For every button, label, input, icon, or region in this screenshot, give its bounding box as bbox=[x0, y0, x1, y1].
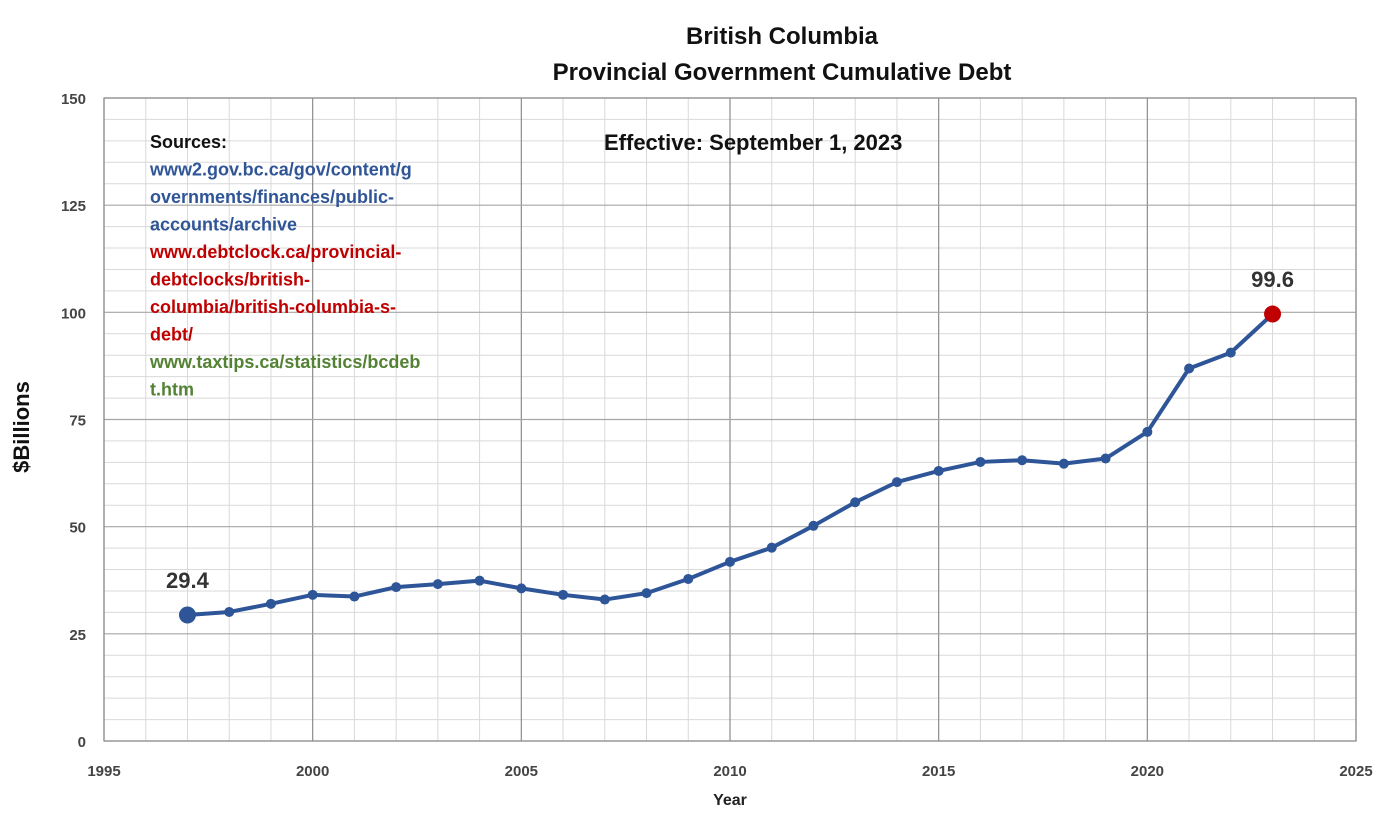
source-link-line: www.debtclock.ca/provincial- bbox=[149, 242, 401, 262]
plot-area-border bbox=[103, 97, 1357, 742]
y-tick-label: 75 bbox=[69, 413, 86, 430]
y-tick-label: 50 bbox=[69, 520, 86, 537]
source-link-line: columbia/british-columbia-s- bbox=[150, 297, 396, 317]
effective-date-annotation: Effective: September 1, 2023 bbox=[604, 130, 902, 155]
first-data-point bbox=[178, 606, 196, 624]
first-point-label: 29.4 bbox=[166, 568, 210, 593]
data-point bbox=[224, 606, 235, 617]
data-point bbox=[1142, 426, 1153, 437]
data-point bbox=[766, 542, 777, 553]
data-point bbox=[683, 573, 694, 584]
data-point bbox=[265, 598, 276, 609]
data-point bbox=[891, 477, 902, 488]
data-point bbox=[641, 588, 652, 599]
x-axis-ticks: 1995 2000 2005 2010 2015 2020 2025 bbox=[87, 763, 1372, 780]
data-point bbox=[850, 497, 861, 508]
data-point bbox=[599, 594, 610, 605]
data-point bbox=[516, 583, 527, 594]
x-axis-title: Year bbox=[713, 792, 747, 809]
data-point bbox=[307, 589, 318, 600]
source-link-line: accounts/archive bbox=[150, 215, 297, 235]
data-point bbox=[1100, 453, 1111, 464]
x-tick-label: 2015 bbox=[922, 763, 955, 780]
source-link-line: www2.gov.bc.ca/gov/content/g bbox=[149, 160, 412, 180]
data-point bbox=[1225, 347, 1236, 358]
source-link-line: debtclocks/british- bbox=[150, 270, 310, 290]
data-point bbox=[558, 589, 569, 600]
x-tick-label: 2025 bbox=[1339, 763, 1372, 780]
data-point bbox=[349, 591, 360, 602]
x-tick-label: 2000 bbox=[296, 763, 329, 780]
chart-title-line1: British Columbia bbox=[686, 23, 879, 50]
y-axis-title: $Billions bbox=[9, 381, 34, 473]
x-tick-label: 2005 bbox=[505, 763, 538, 780]
data-point bbox=[808, 520, 819, 531]
data-point bbox=[933, 465, 944, 476]
x-tick-label: 1995 bbox=[87, 763, 120, 780]
data-point bbox=[725, 556, 735, 567]
y-tick-label: 25 bbox=[69, 627, 86, 644]
source-link-line: debt/ bbox=[150, 325, 193, 345]
last-data-point bbox=[1264, 305, 1282, 323]
data-point bbox=[1017, 455, 1028, 466]
y-tick-label: 125 bbox=[61, 198, 86, 215]
y-tick-label: 100 bbox=[61, 305, 86, 322]
data-point bbox=[1184, 363, 1195, 374]
x-tick-label: 2010 bbox=[713, 763, 746, 780]
data-point bbox=[432, 579, 443, 590]
chart-title-line2: Provincial Government Cumulative Debt bbox=[553, 59, 1012, 86]
source-link-line: overnments/finances/public- bbox=[150, 187, 394, 207]
data-point bbox=[474, 575, 485, 586]
source-link-line: www.taxtips.ca/statistics/bcdeb bbox=[149, 352, 420, 372]
data-point bbox=[1058, 458, 1069, 469]
source-link-line: t.htm bbox=[150, 380, 194, 400]
data-point bbox=[975, 456, 986, 467]
last-point-label: 99.6 bbox=[1251, 267, 1294, 292]
x-tick-label: 2020 bbox=[1131, 763, 1164, 780]
sources-heading: Sources: bbox=[150, 132, 227, 152]
series-layer: 29.4 99.6 bbox=[166, 267, 1294, 624]
sources-block: Sources: www2.gov.bc.ca/gov/content/g over… bbox=[149, 132, 420, 400]
y-tick-label: 0 bbox=[78, 734, 86, 751]
y-tick-label: 150 bbox=[61, 91, 86, 108]
y-axis-ticks: 0 25 50 75 100 125 150 bbox=[61, 91, 86, 751]
data-point bbox=[391, 582, 402, 593]
